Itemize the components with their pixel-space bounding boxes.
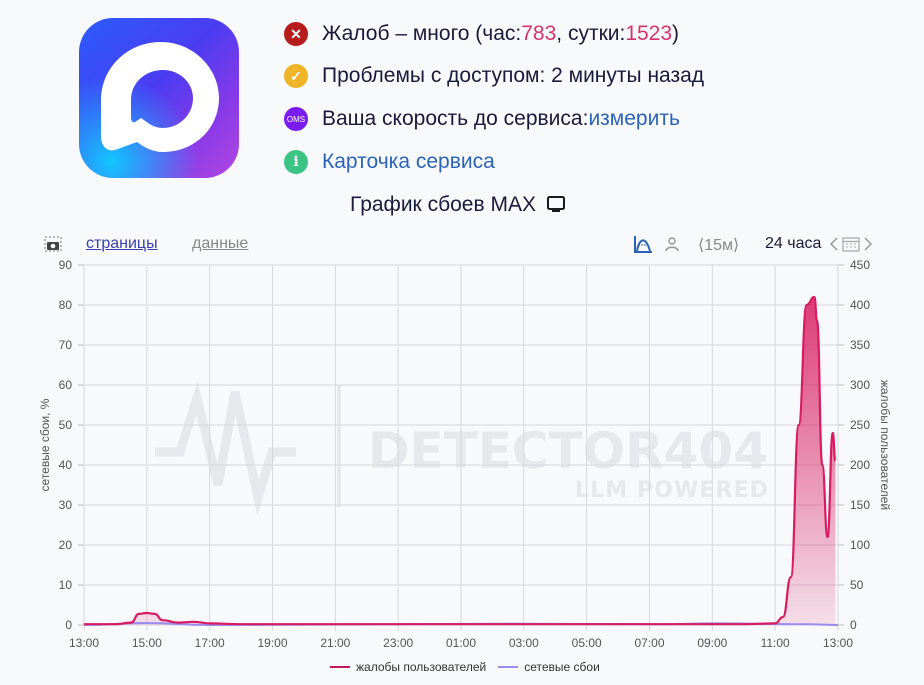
speech-bubble-icon xyxy=(101,42,219,152)
y-tick-right: 250 xyxy=(850,418,870,432)
user-icon xyxy=(665,237,679,252)
service-card: i Карточка сервиса xyxy=(284,150,495,174)
watermark: DETECTOR404 LLM POWERED xyxy=(155,381,768,516)
y-tick-right: 450 xyxy=(850,258,870,272)
oms-icon: OMS xyxy=(284,107,308,131)
watermark-main: DETECTOR404 xyxy=(368,422,768,480)
legend-complaints[interactable]: жалобы пользователей xyxy=(356,660,487,674)
y-tick-left: 30 xyxy=(59,498,73,512)
x-tick: 17:00 xyxy=(195,636,225,650)
x-tick: 19:00 xyxy=(257,636,287,650)
complaints-line xyxy=(84,295,837,626)
y-tick-left: 50 xyxy=(59,418,73,432)
x-tick: 21:00 xyxy=(320,636,350,650)
legend-complaints-swatch xyxy=(330,666,350,668)
complaints-status: ✕ Жалоб – много (час: 783, сутки: 1523) xyxy=(284,22,679,46)
x-tick: 09:00 xyxy=(697,636,727,650)
y-tick-right: 50 xyxy=(850,578,864,592)
y-tick-right: 100 xyxy=(850,538,870,552)
x-tick: 03:00 xyxy=(509,636,539,650)
area-chart-icon xyxy=(634,236,652,253)
y-tick-left: 20 xyxy=(59,538,73,552)
y-tick-right: 300 xyxy=(850,378,870,392)
x-tick: 05:00 xyxy=(572,636,602,650)
y-tick-left: 60 xyxy=(59,378,73,392)
y-tick-left: 70 xyxy=(59,338,73,352)
x-tick: 15:00 xyxy=(132,636,162,650)
complaints-hour: 783 xyxy=(521,22,557,45)
complaints-day: 1523 xyxy=(625,22,673,45)
access-status: ✓ Проблемы с доступом: 2 минуты назад xyxy=(284,64,704,88)
date-picker[interactable] xyxy=(829,235,875,258)
y-tick-left: 10 xyxy=(59,578,73,592)
chart-legend: жалобы пользователей сетевые сбои xyxy=(330,660,600,674)
speed-prefix: Ваша скорость до сервиса: xyxy=(322,107,589,130)
chart-title: График сбоев MAX xyxy=(350,193,566,217)
interval-selector[interactable]: ⟨15м⟩ xyxy=(698,237,740,254)
calendar-nav-icon xyxy=(829,237,873,252)
complaints-prefix: Жалоб – много (час: xyxy=(322,22,522,45)
tab-pages[interactable]: страницы xyxy=(86,235,158,252)
x-tick: 13:00 xyxy=(69,636,99,650)
user-mode-toggle[interactable] xyxy=(665,236,679,257)
service-card-link[interactable]: Карточка сервиса xyxy=(322,150,495,173)
access-text: Проблемы с доступом: 2 минуты назад xyxy=(322,64,705,87)
check-icon: ✓ xyxy=(284,64,308,88)
y-tick-right: 0 xyxy=(850,618,857,632)
y-tick-left: 40 xyxy=(59,458,73,472)
x-tick: 13:00 xyxy=(823,636,853,650)
y-axis-left-label: сетевые сбои, % xyxy=(38,398,52,491)
y-tick-left: 0 xyxy=(65,618,72,632)
monitor-icon xyxy=(546,196,565,212)
chart-title-text: График сбоев MAX xyxy=(350,193,536,216)
speed-status: OMS Ваша скорость до сервиса: измерить xyxy=(284,107,680,131)
x-tick: 23:00 xyxy=(383,636,413,650)
y-axis-right-label: жалобы пользователей xyxy=(878,380,892,510)
complaints-mid: , сутки: xyxy=(556,22,626,45)
y-tick-right: 200 xyxy=(850,458,870,472)
screenshot-button[interactable] xyxy=(44,236,62,257)
y-tick-right: 150 xyxy=(850,498,870,512)
y-tick-left: 80 xyxy=(59,298,73,312)
info-icon: i xyxy=(284,150,308,174)
legend-outages-swatch xyxy=(498,666,519,668)
chart-type-toggle[interactable] xyxy=(633,234,653,259)
x-tick: 11:00 xyxy=(761,636,790,650)
legend-outages[interactable]: сетевые сбои xyxy=(524,660,600,674)
measure-link[interactable]: измерить xyxy=(588,107,680,130)
service-logo xyxy=(79,18,239,178)
y-tick-right: 350 xyxy=(850,338,870,352)
watermark-sub: LLM POWERED xyxy=(575,478,768,503)
x-tick: 01:00 xyxy=(446,636,476,650)
x-tick: 07:00 xyxy=(634,636,664,650)
complaints-suffix: ) xyxy=(672,22,680,45)
y-tick-left: 90 xyxy=(59,258,73,272)
period-selector[interactable]: 24 часа xyxy=(765,235,822,252)
close-icon: ✕ xyxy=(284,22,308,46)
tab-data[interactable]: данные xyxy=(192,235,249,252)
camera-icon xyxy=(44,236,62,252)
y-tick-right: 400 xyxy=(850,298,870,312)
